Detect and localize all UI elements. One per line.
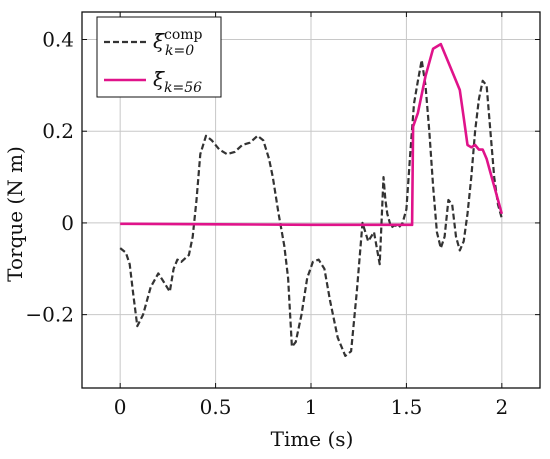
ticks bbox=[82, 12, 540, 388]
legend-name-1: ξ̄ bbox=[153, 67, 165, 91]
y-tick-label: 0 bbox=[61, 211, 74, 235]
legend-entry-1: ξ̄k=56 bbox=[153, 67, 202, 96]
series-line-0 bbox=[119, 59, 503, 357]
x-tick-label: 1.5 bbox=[391, 395, 423, 419]
y-axis-label: Torque (N m) bbox=[3, 146, 27, 282]
x-tick-label: 1 bbox=[305, 395, 318, 419]
legend-sup-0: comp bbox=[164, 27, 203, 43]
legend-name-0: ξ̄ bbox=[153, 29, 165, 53]
x-tick-label: 0 bbox=[114, 395, 127, 419]
legend: ξ̄comp k=0ξ̄k=56 bbox=[96, 16, 222, 98]
legend-sub-0: k=0 bbox=[165, 43, 194, 59]
x-tick-label: 2 bbox=[495, 395, 508, 419]
legend-box bbox=[96, 16, 222, 98]
y-tick-labels: −0.2 0 0.2 0.4 bbox=[25, 28, 74, 327]
y-tick-label: 0.2 bbox=[42, 119, 74, 143]
x-tick-labels: 0 0.5 1 1.5 2 bbox=[114, 395, 508, 419]
legend-sub-1: k=56 bbox=[164, 80, 202, 96]
legend-entry-0: ξ̄comp k=0 bbox=[153, 27, 203, 59]
series-group bbox=[119, 42, 504, 357]
series-line-1 bbox=[120, 42, 504, 227]
x-axis-label: Time (s) bbox=[271, 427, 354, 451]
y-tick-label: −0.2 bbox=[25, 303, 74, 327]
x-tick-label: 0.5 bbox=[200, 395, 232, 419]
y-tick-label: 0.4 bbox=[42, 28, 74, 52]
